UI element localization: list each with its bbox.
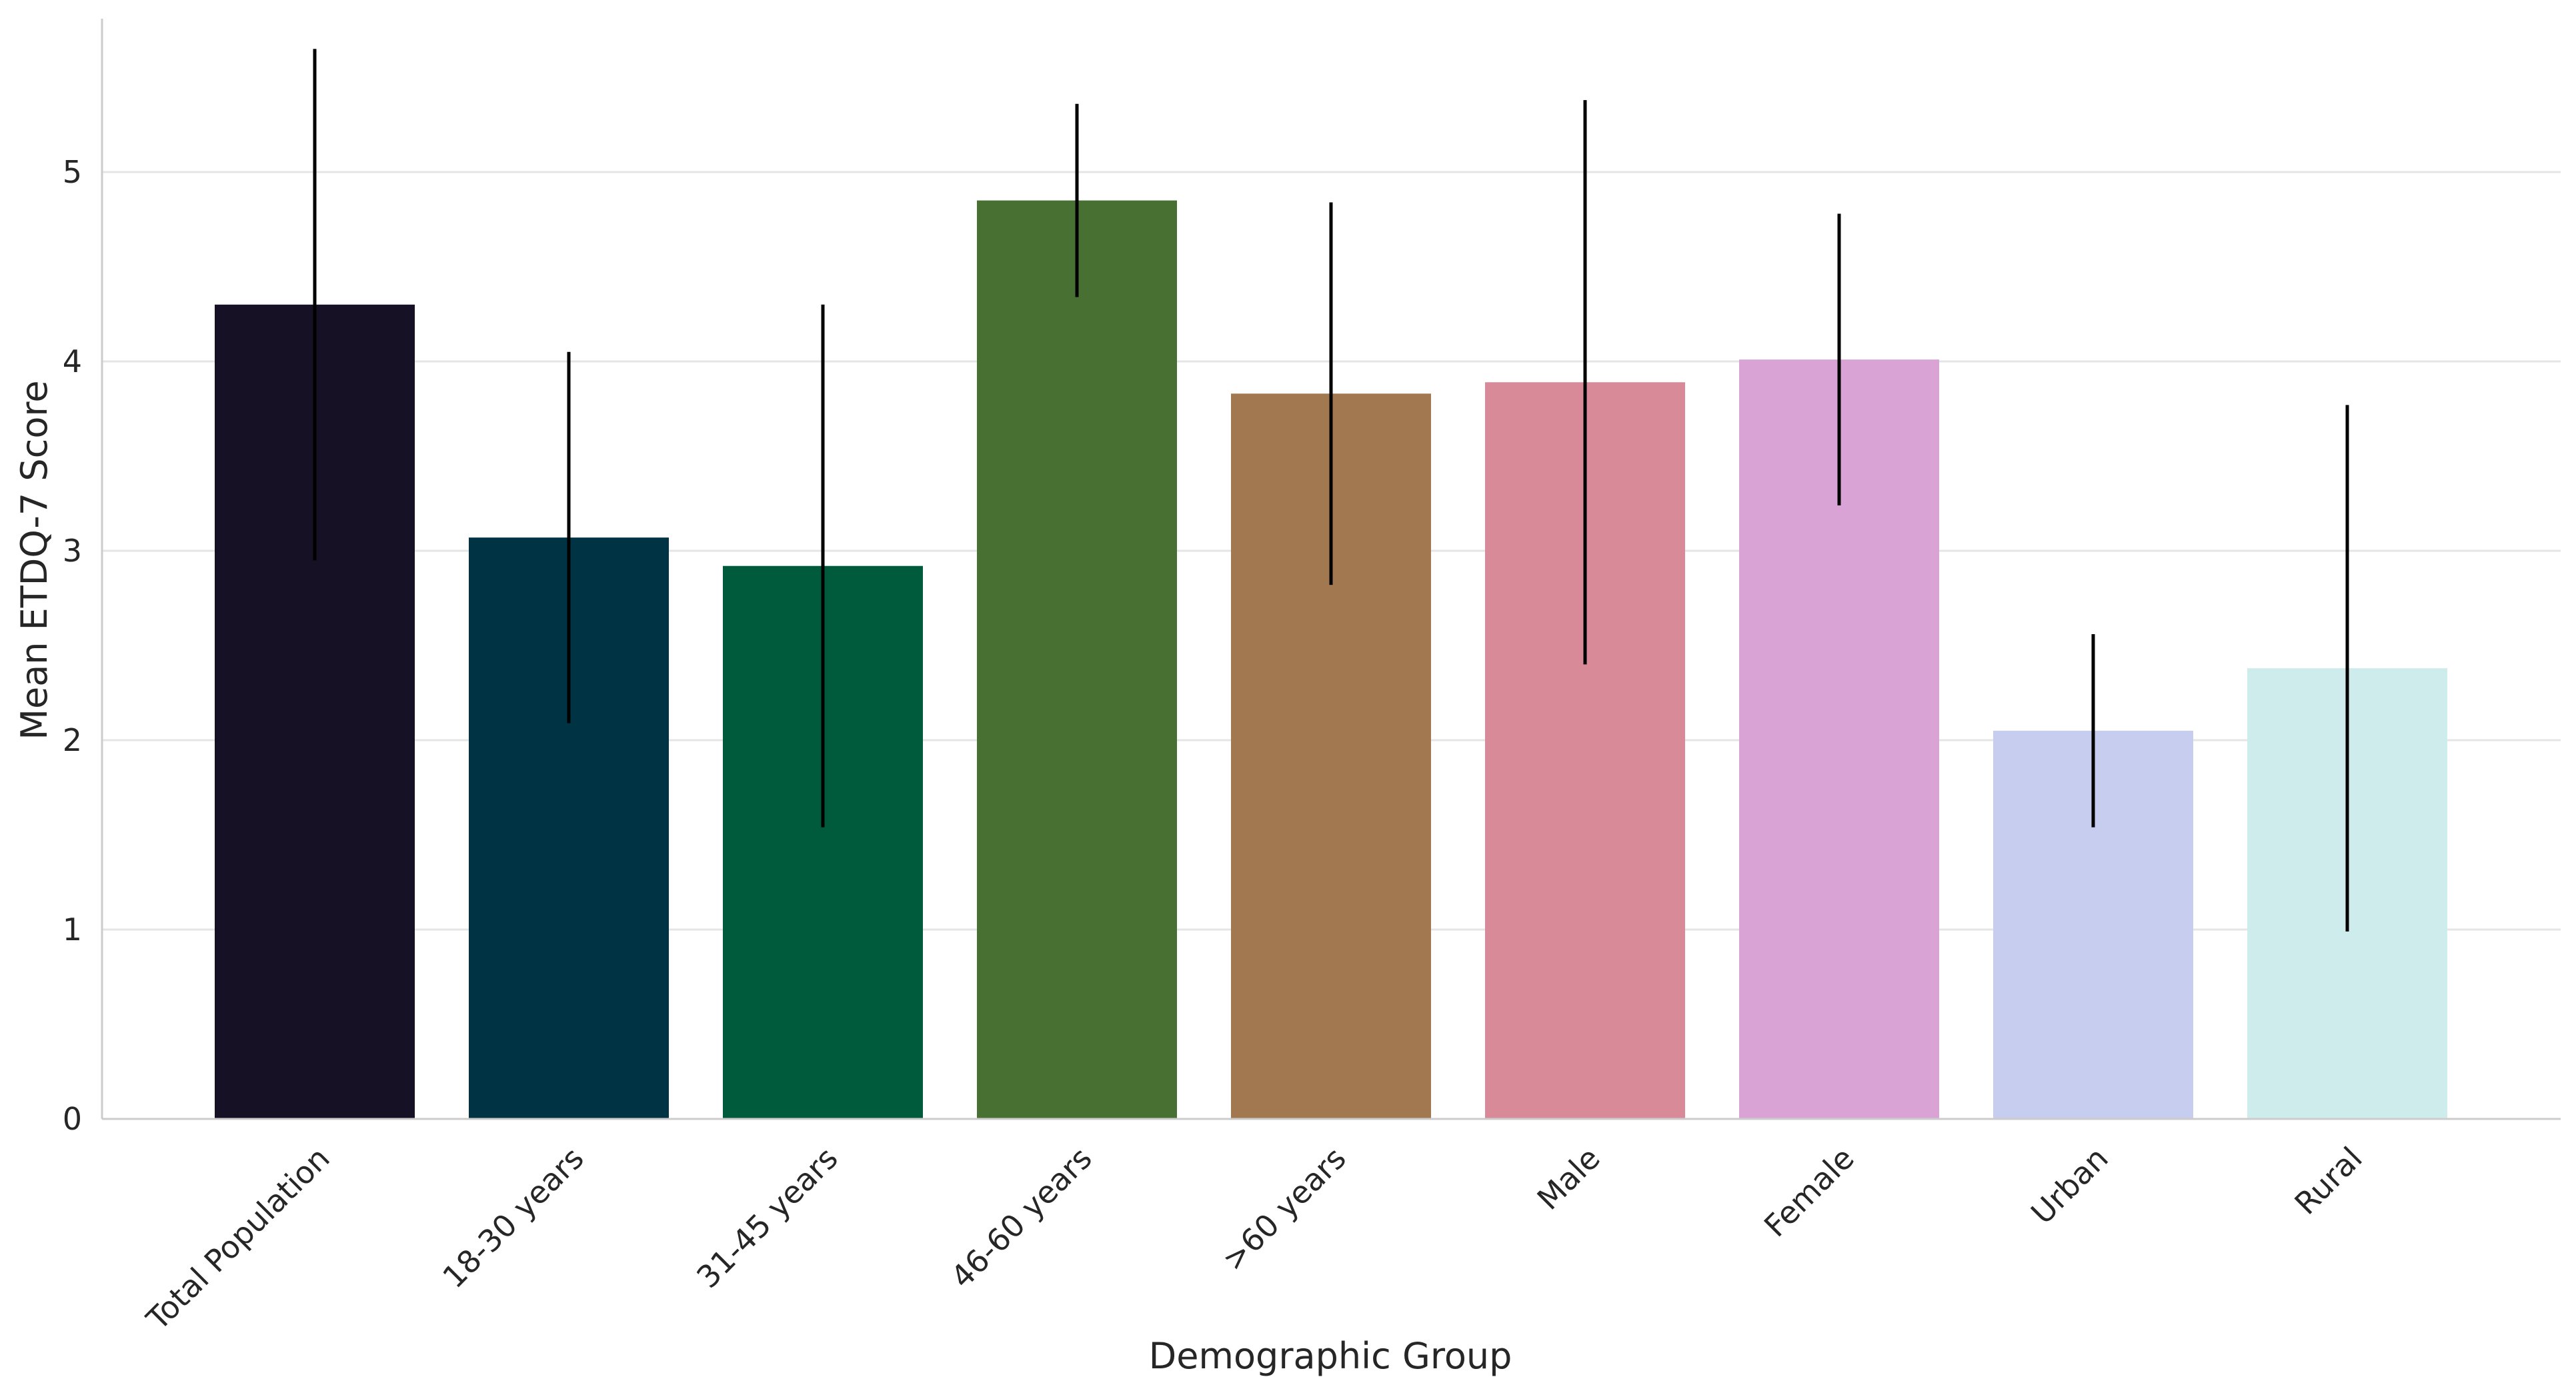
bar [977, 200, 1177, 1120]
x-axis-label: Demographic Group [1149, 1335, 1512, 1377]
x-tick-label: >60 years [1215, 1140, 1353, 1278]
y-tick-label: 5 [63, 154, 82, 190]
x-tick-label: 18-30 years [435, 1140, 591, 1296]
y-tick-label: 3 [63, 533, 82, 569]
y-tick-label: 0 [63, 1101, 82, 1137]
x-tick-labels: Total Population 18-30 years 31-45 years 46… [139, 1140, 2369, 1338]
y-axis-label: Mean ETDQ-7 Score [13, 380, 55, 740]
x-tick-label: 46-60 years [944, 1140, 1099, 1296]
y-tick-label: 2 [63, 722, 82, 758]
x-tick-label: 31-45 years [690, 1140, 845, 1296]
x-tick-label: Male [1530, 1140, 1607, 1217]
x-tick-label: Total Population [139, 1140, 337, 1338]
y-tick-labels: 0 1 2 3 4 5 [63, 154, 82, 1137]
y-tick-label: 4 [63, 343, 82, 379]
y-tick-label: 1 [63, 912, 82, 948]
x-tick-label: Rural [2287, 1140, 2369, 1222]
x-tick-label: Urban [2024, 1140, 2115, 1232]
x-tick-label: Female [1757, 1140, 1861, 1244]
bars [215, 200, 2447, 1120]
axes [101, 19, 2561, 1120]
error-bars [313, 49, 2349, 932]
